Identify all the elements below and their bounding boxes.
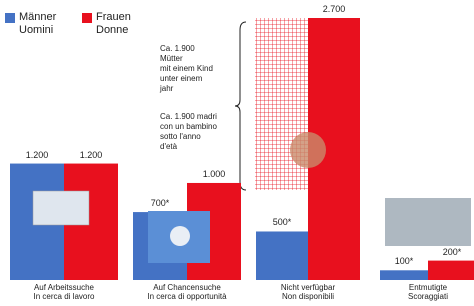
x-tick-label: Entmutigte Scoraggiati bbox=[368, 283, 474, 301]
bar bbox=[428, 261, 474, 280]
image-figure bbox=[170, 226, 190, 246]
image-mother-child bbox=[290, 132, 326, 168]
value-label: 700* bbox=[130, 198, 190, 208]
x-tick-label: Nicht verfügbar Non disponibili bbox=[248, 283, 368, 301]
x-tick-label: Auf Arbeitssuche In cerca di lavoro bbox=[4, 283, 124, 301]
legend-swatch bbox=[82, 13, 92, 23]
value-label: 2.700 bbox=[304, 4, 364, 14]
value-label: 100* bbox=[374, 256, 434, 266]
page: {"chart_data": {"type": "bar", "categori… bbox=[0, 0, 474, 306]
image-discouraged bbox=[385, 198, 471, 246]
legend-swatch bbox=[5, 13, 15, 23]
value-label: 500* bbox=[252, 217, 312, 227]
value-label: 200* bbox=[422, 247, 474, 257]
image-jobs bbox=[33, 191, 89, 225]
bar bbox=[256, 231, 308, 280]
bar bbox=[380, 270, 428, 280]
value-label: 1.200 bbox=[61, 150, 121, 160]
legend-label: Frauen Donne bbox=[96, 11, 131, 37]
value-label: 1.000 bbox=[184, 169, 244, 179]
annotation: Ca. 1.900 Mütter mit einem Kind unter ei… bbox=[160, 44, 213, 94]
legend-label: Männer Uomini bbox=[19, 11, 56, 37]
brace bbox=[235, 22, 246, 190]
annotation: Ca. 1.900 madri con un bambino sotto l'a… bbox=[160, 112, 217, 152]
value-label: 1.200 bbox=[7, 150, 67, 160]
x-tick-label: Auf Chancensuche In cerca di opportunità bbox=[127, 283, 247, 301]
